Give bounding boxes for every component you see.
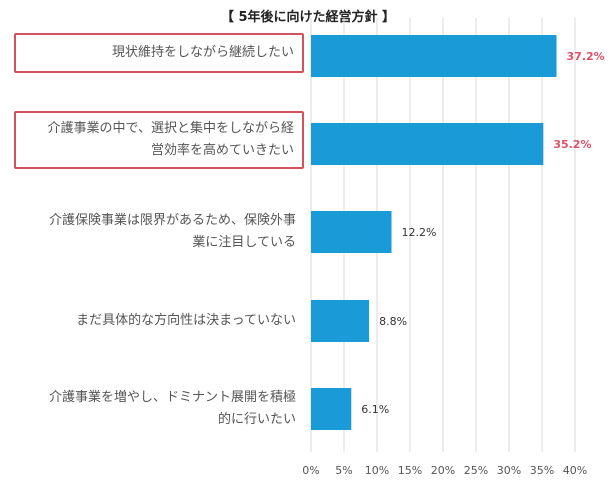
value-label: 12.2% <box>402 226 437 239</box>
category-label-line: 現状維持をしながら継続したい <box>111 45 294 60</box>
category-label-line: まだ具体的な方向性は決まっていない <box>76 313 296 328</box>
x-tick-label: 25% <box>464 464 488 477</box>
x-tick-label: 30% <box>497 464 521 477</box>
bar <box>311 123 544 165</box>
category-label-line: 介護事業の中で、選択と集中をしながら経 <box>47 121 294 136</box>
value-label: 6.1% <box>361 403 389 416</box>
x-tick-label: 5% <box>335 464 352 477</box>
x-tick-label: 20% <box>431 464 455 477</box>
bar <box>311 35 557 77</box>
category-label-line: 介護保険事業は限界があるため、保険外事 <box>48 213 296 228</box>
x-tick-label: 40% <box>563 464 587 477</box>
bar <box>311 211 392 253</box>
category-label-line: 業に注目している <box>192 235 296 250</box>
category-label-line: 営効率を高めていきたい <box>150 143 294 158</box>
x-tick-label: 15% <box>398 464 422 477</box>
bar <box>311 388 352 430</box>
value-label: 8.8% <box>379 315 407 328</box>
value-label: 37.2% <box>567 50 605 63</box>
x-tick-label: 10% <box>365 464 389 477</box>
bar <box>311 300 370 342</box>
category-label: 介護事業を増やし、ドミナント展開を積極的に行いたい <box>14 386 304 432</box>
category-label: 現状維持をしながら継続したい <box>14 33 304 73</box>
x-tick-label: 35% <box>530 464 554 477</box>
value-label: 35.2% <box>553 138 591 151</box>
x-tick-label: 0% <box>302 464 319 477</box>
category-label-line: 介護事業を増やし、ドミナント展開を積極 <box>48 390 296 405</box>
category-label: 介護保険事業は限界があるため、保険外事業に注目している <box>14 209 304 255</box>
chart-title: 【 5年後に向けた経営方針 】 <box>220 10 396 25</box>
category-label: 介護事業の中で、選択と集中をしながら経営効率を高めていきたい <box>14 111 304 169</box>
category-label: まだ具体的な方向性は決まっていない <box>14 309 304 333</box>
category-label-line: 的に行いたい <box>217 412 296 427</box>
